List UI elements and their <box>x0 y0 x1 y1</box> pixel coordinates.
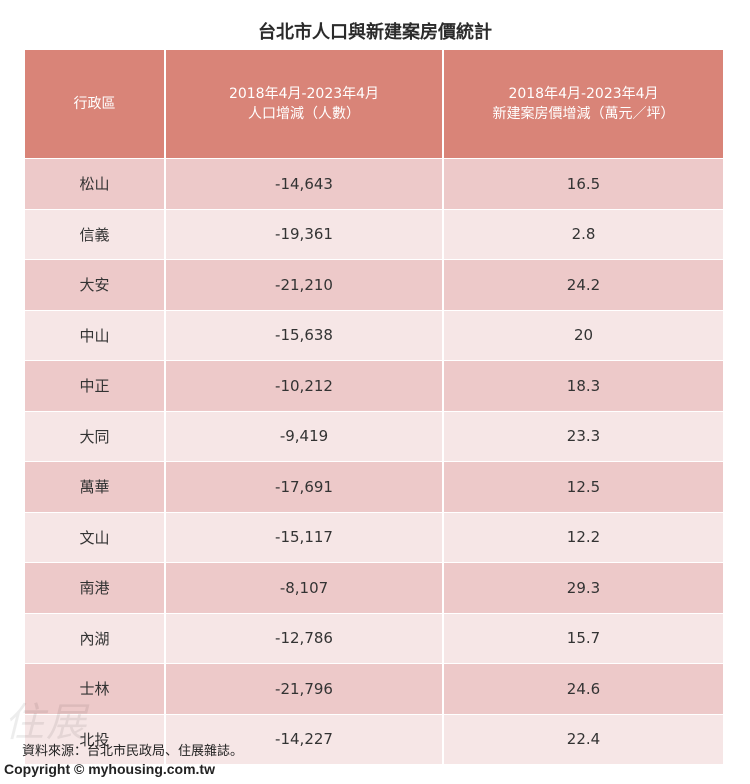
cell-district: 大同 <box>25 410 166 461</box>
table-row: 萬華 -17,691 12.5 <box>25 461 723 512</box>
header-population: 2018年4月-2023年4月 人口增減（人數） <box>166 50 444 158</box>
cell-population: -19,361 <box>166 208 444 259</box>
header-district-line1: 行政區 <box>73 96 116 112</box>
cell-price: 24.2 <box>444 259 723 310</box>
cell-population: -8,107 <box>166 562 444 613</box>
header-population-line2: 人口增減（人數） <box>248 106 360 122</box>
cell-price: 12.2 <box>444 511 723 562</box>
table-row: 內湖 -12,786 15.7 <box>25 612 723 663</box>
cell-price: 20 <box>444 309 723 360</box>
table-row: 松山 -14,643 16.5 <box>25 158 723 209</box>
cell-population: -12,786 <box>166 612 444 663</box>
table-row: 文山 -15,117 12.2 <box>25 511 723 562</box>
cell-district: 中正 <box>25 360 166 411</box>
table-body: 松山 -14,643 16.5 信義 -19,361 2.8 大安 -21,210 24.2 中山… <box>25 158 723 764</box>
cell-district: 中山 <box>25 309 166 360</box>
cell-price: 29.3 <box>444 562 723 613</box>
watermark-logo: 住展 <box>4 700 88 746</box>
cell-price: 16.5 <box>444 158 723 209</box>
cell-district: 大安 <box>25 259 166 310</box>
cell-price: 23.3 <box>444 410 723 461</box>
table-row: 中山 -15,638 20 <box>25 309 723 360</box>
cell-price: 22.4 <box>444 713 723 764</box>
cell-price: 15.7 <box>444 612 723 663</box>
cell-price: 18.3 <box>444 360 723 411</box>
header-price-line1: 2018年4月-2023年4月 <box>508 86 659 102</box>
cell-population: -10,212 <box>166 360 444 411</box>
cell-price: 12.5 <box>444 461 723 512</box>
cell-district: 內湖 <box>25 612 166 663</box>
table-row: 北投 -14,227 22.4 <box>25 713 723 764</box>
data-table: 行政區 2018年4月-2023年4月 人口增減（人數） 2018年4月-202… <box>25 50 723 764</box>
cell-population: -14,227 <box>166 713 444 764</box>
cell-population: -17,691 <box>166 461 444 512</box>
cell-population: -15,638 <box>166 309 444 360</box>
table-row: 信義 -19,361 2.8 <box>25 208 723 259</box>
cell-district: 萬華 <box>25 461 166 512</box>
copyright-text: Copyright © myhousing.com.tw <box>4 761 215 777</box>
cell-district: 文山 <box>25 511 166 562</box>
table-row: 南港 -8,107 29.3 <box>25 562 723 613</box>
table-row: 大安 -21,210 24.2 <box>25 259 723 310</box>
cell-population: -15,117 <box>166 511 444 562</box>
cell-population: -21,796 <box>166 663 444 714</box>
cell-district: 南港 <box>25 562 166 613</box>
header-district: 行政區 <box>25 50 166 158</box>
chart-title: 台北市人口與新建案房價統計 <box>258 22 492 43</box>
cell-population: -21,210 <box>166 259 444 310</box>
header-population-line1: 2018年4月-2023年4月 <box>228 86 380 102</box>
cell-price: 2.8 <box>444 208 723 259</box>
cell-population: -9,419 <box>166 410 444 461</box>
cell-district: 北投 <box>25 713 166 764</box>
header-price: 2018年4月-2023年4月 新建案房價增減（萬元／坪） <box>444 50 723 158</box>
cell-district: 松山 <box>25 158 166 209</box>
source-note: 資料來源：台北市民政局、住展雜誌。 <box>22 744 244 759</box>
cell-district: 士林 <box>25 663 166 714</box>
cell-district: 信義 <box>25 208 166 259</box>
table-row: 士林 -21,796 24.6 <box>25 663 723 714</box>
header-price-line2: 新建案房價增減（萬元／坪） <box>492 106 675 122</box>
header-row: 行政區 2018年4月-2023年4月 人口增減（人數） 2018年4月-202… <box>25 50 723 158</box>
table-row: 大同 -9,419 23.3 <box>25 410 723 461</box>
table-row: 中正 -10,212 18.3 <box>25 360 723 411</box>
cell-population: -14,643 <box>166 158 444 209</box>
cell-price: 24.6 <box>444 663 723 714</box>
